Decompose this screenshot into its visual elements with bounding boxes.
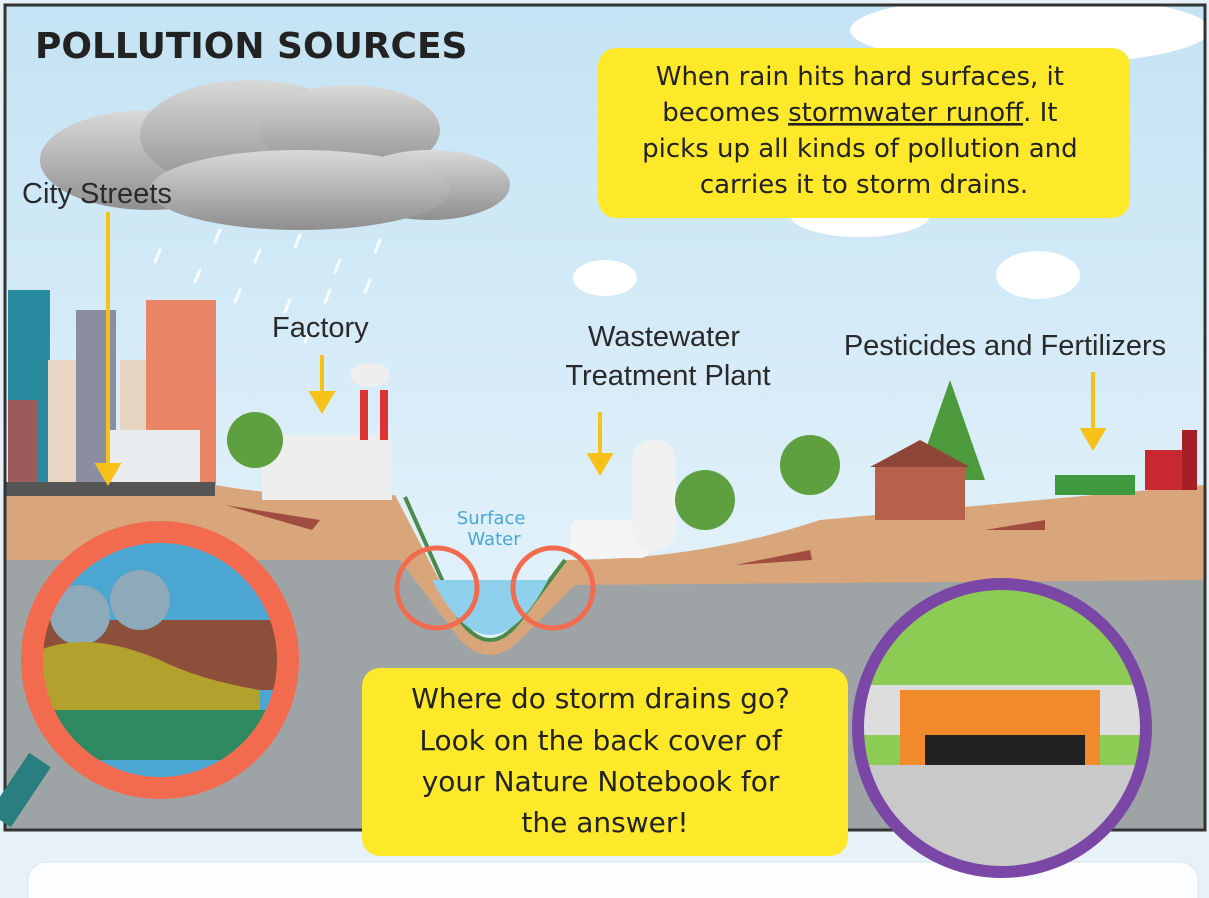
illustration: POLLUTION SOURCES When rain hits hard su… — [0, 0, 1209, 898]
label-factory: Factory — [272, 312, 369, 344]
intro-line: becomes stormwater runoff. It — [662, 98, 1057, 128]
intro-line: picks up all kinds of pollution and — [642, 134, 1078, 164]
title: POLLUTION SOURCES — [35, 26, 467, 67]
term: stormwater runoff — [788, 98, 1024, 128]
question-line: the answer! — [521, 806, 688, 839]
label-line: Treatment Plant — [565, 360, 770, 392]
question-line: Look on the back cover of — [419, 724, 782, 757]
magnifier-drain — [858, 580, 1150, 880]
intro-text-part: . It — [1023, 98, 1057, 128]
label-line: Water — [467, 529, 521, 550]
intro-line: When rain hits hard surfaces, it — [656, 62, 1064, 92]
page: POLLUTION SOURCES When rain hits hard su… — [0, 0, 1209, 898]
question-line: Where do storm drains go? — [411, 682, 790, 715]
label-surface-water: Surface Water — [457, 508, 531, 550]
question-line: your Nature Notebook for — [422, 765, 780, 798]
label-line: Surface — [457, 508, 526, 529]
label-city-streets: City Streets — [22, 178, 172, 210]
label-pesticides: Pesticides and Fertilizers — [844, 330, 1166, 362]
intro-line: carries it to storm drains. — [700, 170, 1028, 200]
label-line: Wastewater — [588, 321, 740, 353]
intro-text-part: becomes — [662, 98, 788, 128]
